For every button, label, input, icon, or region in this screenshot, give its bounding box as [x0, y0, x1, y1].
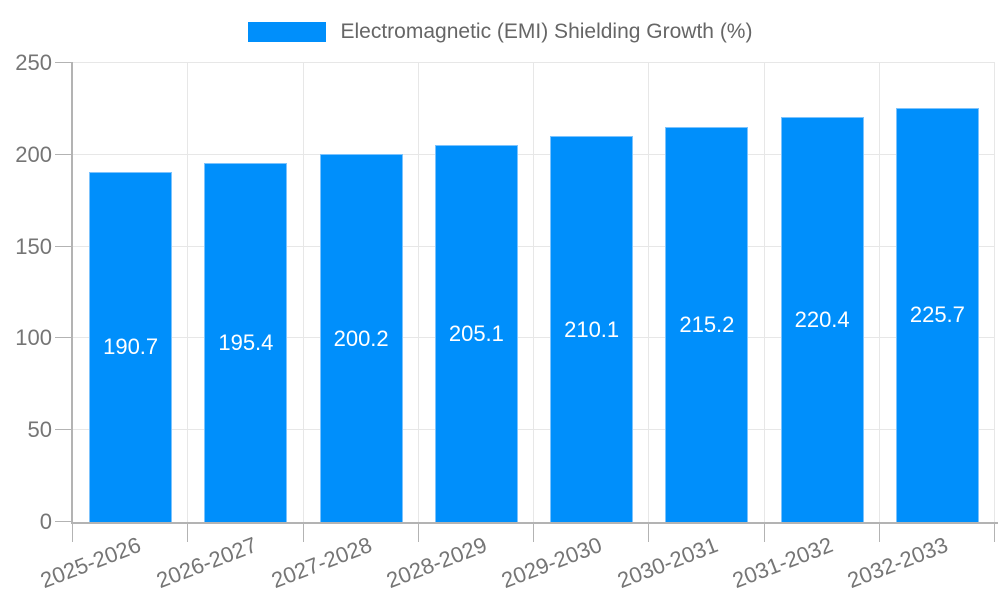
- x-axis-label: 2031-2032: [728, 532, 837, 594]
- x-tick: [763, 522, 765, 542]
- x-tick: [878, 522, 880, 542]
- x-axis-label: 2032-2033: [844, 532, 952, 594]
- x-gridline: [763, 63, 765, 522]
- y-tick: [55, 521, 73, 522]
- x-axis-label: 2028-2029: [383, 532, 491, 594]
- x-tick: [417, 522, 419, 542]
- y-axis-label: 0: [39, 509, 52, 534]
- x-gridline: [533, 63, 534, 522]
- legend-swatch: [247, 22, 326, 42]
- x-gridline: [994, 63, 995, 522]
- bar-value-label: 215.2: [679, 311, 735, 337]
- x-tick: [994, 522, 995, 542]
- bar[interactable]: 200.2: [319, 154, 403, 522]
- x-tick: [302, 522, 304, 542]
- legend[interactable]: Electromagnetic (EMI) Shielding Growth (…: [0, 21, 1000, 43]
- bar-value-label: 190.7: [103, 334, 159, 360]
- y-gridline: [73, 245, 995, 247]
- y-tick: [55, 429, 73, 431]
- y-gridline: [73, 429, 995, 431]
- x-tick: [187, 522, 189, 542]
- y-axis-label: 100: [15, 325, 52, 351]
- x-axis-label: 2025-2026: [37, 532, 145, 594]
- x-axis-label: 2026-2027: [152, 532, 260, 594]
- x-gridline: [648, 63, 650, 522]
- bar[interactable]: 210.1: [550, 136, 634, 522]
- bar-value-label: 220.4: [794, 307, 850, 333]
- x-gridline: [417, 63, 419, 522]
- bar[interactable]: 215.2: [665, 126, 749, 522]
- bar-value-label: 225.7: [909, 302, 965, 328]
- x-axis-line: [71, 522, 998, 524]
- y-tick: [55, 62, 73, 63]
- x-axis-label: 2030-2031: [613, 532, 721, 594]
- x-gridline: [878, 63, 880, 522]
- y-axis-line: [71, 63, 73, 522]
- x-tick: [533, 522, 534, 542]
- x-axis-label: 2029-2030: [498, 532, 606, 594]
- y-axis-label: 50: [27, 417, 52, 443]
- x-axis-label: 2027-2028: [267, 532, 376, 594]
- y-axis-label: 250: [15, 50, 52, 75]
- y-tick: [55, 245, 73, 247]
- x-gridline: [187, 63, 189, 522]
- bar-value-label: 205.1: [448, 321, 504, 347]
- legend-label: Electromagnetic (EMI) Shielding Growth (…: [340, 20, 753, 43]
- y-tick: [55, 153, 73, 155]
- bar-value-label: 210.1: [564, 316, 620, 342]
- bar[interactable]: 195.4: [204, 163, 288, 522]
- x-gridline: [302, 63, 304, 522]
- x-tick: [72, 522, 73, 542]
- bar-value-label: 195.4: [218, 330, 274, 356]
- y-axis-label: 150: [15, 233, 52, 259]
- y-axis-label: 200: [15, 141, 52, 167]
- y-gridline: [73, 337, 995, 339]
- y-gridline: [73, 153, 995, 155]
- bar[interactable]: 220.4: [780, 117, 864, 522]
- bar[interactable]: 205.1: [434, 145, 518, 522]
- bar[interactable]: 190.7: [89, 171, 173, 522]
- y-tick: [55, 337, 73, 339]
- x-tick: [648, 522, 650, 542]
- bar[interactable]: 225.7: [895, 107, 979, 522]
- bar-value-label: 200.2: [333, 325, 389, 351]
- y-gridline: [73, 62, 995, 63]
